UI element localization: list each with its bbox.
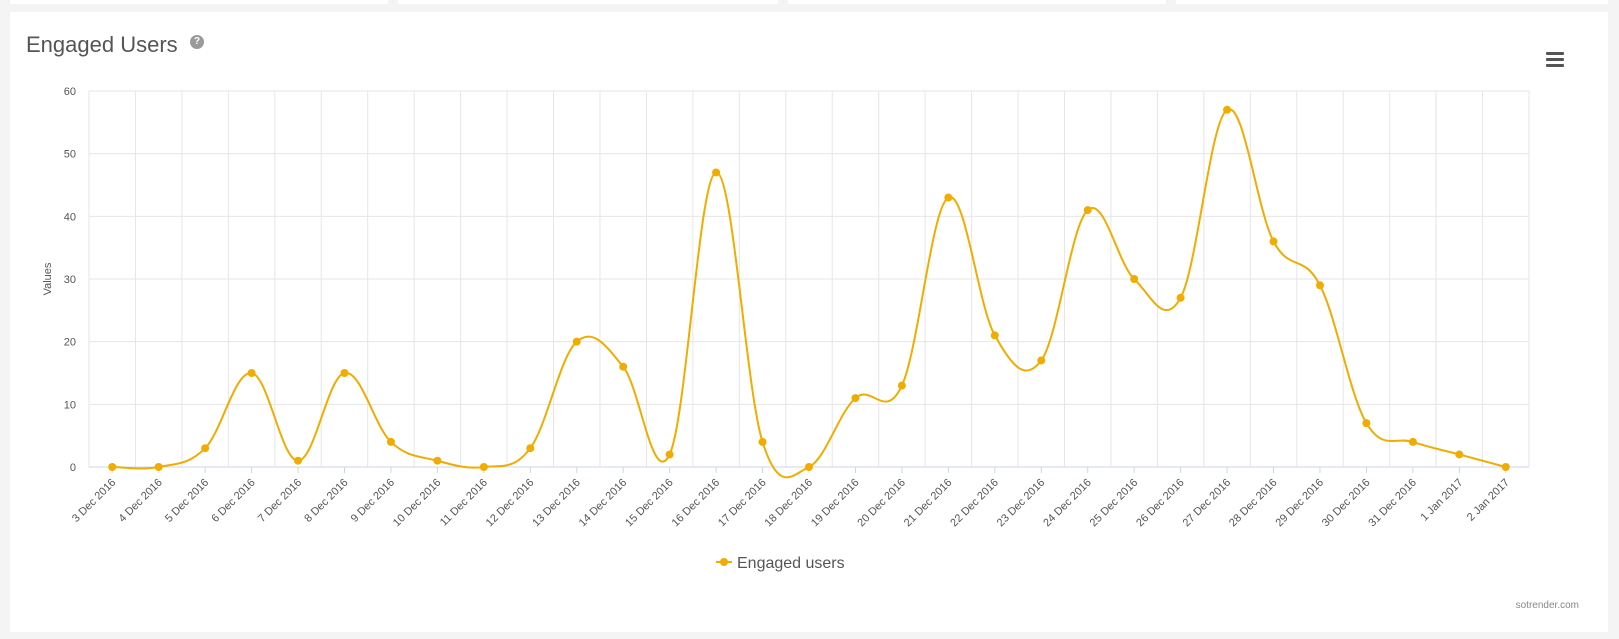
data-point xyxy=(1408,437,1417,446)
x-tick-label: 19 Dec 2016 xyxy=(809,477,862,530)
data-point xyxy=(201,444,210,453)
top-card-3 xyxy=(788,0,1166,4)
chart-title: Engaged Users xyxy=(26,32,178,57)
x-tick-label: 17 Dec 2016 xyxy=(716,477,769,530)
y-tick-label: 30 xyxy=(64,274,76,286)
data-point xyxy=(154,463,163,471)
data-point xyxy=(386,437,395,446)
data-point xyxy=(572,337,581,346)
data-point xyxy=(1455,450,1464,459)
data-point xyxy=(1037,356,1046,365)
data-point xyxy=(1223,105,1232,114)
y-tick-label: 10 xyxy=(64,399,76,411)
data-point xyxy=(1083,206,1092,215)
data-point xyxy=(1362,419,1371,428)
y-tick-label: 40 xyxy=(64,211,76,223)
data-point xyxy=(1501,463,1510,471)
x-tick-label: 13 Dec 2016 xyxy=(530,477,583,530)
x-tick-label: 2 Jan 2017 xyxy=(1465,477,1512,524)
data-point xyxy=(1176,293,1185,302)
x-tick-label: 24 Dec 2016 xyxy=(1041,477,1094,530)
hamburger-menu-icon[interactable] xyxy=(1546,52,1564,68)
data-point xyxy=(294,456,303,465)
x-tick-label: 11 Dec 2016 xyxy=(438,477,490,529)
x-tick-label: 7 Dec 2016 xyxy=(256,477,304,525)
data-point xyxy=(1269,237,1278,246)
y-tick-label: 20 xyxy=(64,337,76,349)
help-icon[interactable]: ? xyxy=(190,35,204,49)
data-point xyxy=(619,362,628,371)
data-point xyxy=(108,463,117,471)
x-tick-label: 14 Dec 2016 xyxy=(577,477,630,530)
top-card-2 xyxy=(398,0,778,4)
x-tick-label: 1 Jan 2017 xyxy=(1418,477,1465,524)
x-tick-label: 6 Dec 2016 xyxy=(209,477,257,525)
x-tick-label: 29 Dec 2016 xyxy=(1273,477,1326,530)
x-tick-label: 12 Dec 2016 xyxy=(484,477,537,530)
x-tick-label: 18 Dec 2016 xyxy=(763,477,816,530)
x-tick-label: 27 Dec 2016 xyxy=(1181,477,1234,530)
x-tick-label: 30 Dec 2016 xyxy=(1320,477,1373,530)
data-point xyxy=(340,369,349,377)
x-tick-label: 8 Dec 2016 xyxy=(302,477,350,525)
data-point xyxy=(1130,275,1139,283)
data-point xyxy=(247,369,256,377)
data-point xyxy=(990,331,999,340)
data-point xyxy=(665,450,674,459)
data-point xyxy=(944,193,953,202)
legend-marker xyxy=(720,558,728,566)
x-tick-label: 3 Dec 2016 xyxy=(70,477,118,525)
x-tick-label: 23 Dec 2016 xyxy=(995,477,1048,530)
y-axis-title: Values xyxy=(42,262,54,295)
y-tick-label: 50 xyxy=(64,149,76,161)
data-point xyxy=(851,394,860,403)
x-tick-label: 22 Dec 2016 xyxy=(948,477,1001,530)
x-tick-label: 10 Dec 2016 xyxy=(391,477,444,530)
x-tick-label: 26 Dec 2016 xyxy=(1134,477,1187,530)
chart-card xyxy=(10,12,1608,632)
legend-label[interactable]: Engaged users xyxy=(737,555,845,572)
data-point xyxy=(805,463,813,471)
data-point xyxy=(479,463,488,471)
y-tick-label: 60 xyxy=(64,86,76,98)
data-point xyxy=(526,444,535,453)
x-tick-label: 4 Dec 2016 xyxy=(117,477,165,525)
x-tick-label: 5 Dec 2016 xyxy=(163,477,211,525)
x-tick-label: 31 Dec 2016 xyxy=(1366,477,1419,530)
data-point xyxy=(433,456,442,465)
x-tick-label: 16 Dec 2016 xyxy=(670,477,723,530)
data-point xyxy=(897,381,906,390)
x-tick-label: 15 Dec 2016 xyxy=(623,477,676,530)
top-card-1 xyxy=(10,0,388,4)
top-card-4 xyxy=(1176,0,1608,4)
data-point xyxy=(758,437,767,446)
series-line-engaged-users xyxy=(112,108,1507,479)
data-point xyxy=(1315,281,1324,290)
x-tick-label: 25 Dec 2016 xyxy=(1088,477,1141,530)
x-tick-label: 9 Dec 2016 xyxy=(349,477,397,525)
x-tick-label: 21 Dec 2016 xyxy=(902,477,955,530)
x-tick-label: 20 Dec 2016 xyxy=(855,477,908,530)
x-tick-label: 28 Dec 2016 xyxy=(1227,477,1280,530)
data-point xyxy=(712,168,721,177)
y-tick-label: 0 xyxy=(70,462,76,474)
credit-link[interactable]: sotrender.com xyxy=(1515,600,1579,611)
